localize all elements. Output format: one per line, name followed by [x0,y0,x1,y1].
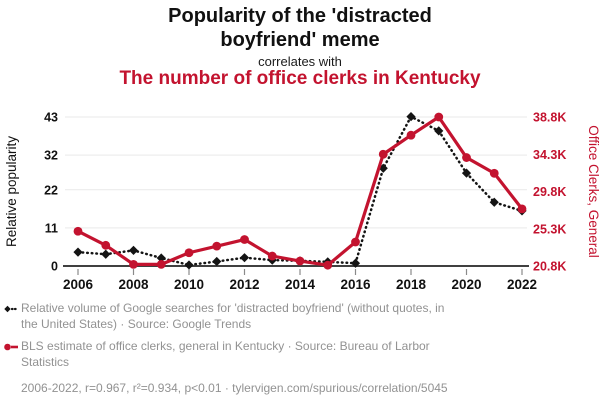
x-tick-label: 2010 [174,277,204,292]
gridlines [65,116,527,229]
office-clerks-point [212,241,222,251]
right-tick-label: 20.8K [533,260,566,274]
office-clerks-point [323,260,333,270]
office-clerks-point [351,237,360,247]
google-trends-point [489,197,499,207]
office-clerks-point [378,149,388,159]
office-clerks-point [406,130,416,140]
x-tick-label: 2018 [396,277,427,292]
chart-subtitle: The number of office clerks in Kentucky [119,68,481,89]
x-tick-label: 2020 [451,277,481,292]
office-clerks-point [156,259,166,269]
google-trends-point [73,247,83,257]
legend-item-bls-label: BLS estimate of office clerks, general i… [21,339,430,369]
office-clerks-line [77,115,524,267]
red-circle-solid-legend-icon [4,343,18,351]
google-trends-point [184,260,194,270]
left-tick-label: 32 [44,149,58,163]
series-google-trends [73,112,527,270]
office-clerks-point [101,240,111,250]
left-tick-label: 43 [44,111,58,125]
left-axis-title: Relative popularity [4,136,19,247]
x-axis: 2006 2008 2010 2012 2014 2016 2018 2020 2022 [63,265,537,292]
title-line-1: Popularity of the 'distracted [168,5,432,27]
legend: Relative volume of Google searches for '… [4,300,596,396]
google-trends-point [239,253,250,263]
office-clerks-point [240,235,249,244]
x-tick-label: 2012 [229,277,259,292]
google-trends-point [350,258,361,268]
office-clerks-point [462,153,471,162]
legend-item-bls: BLS estimate of office clerks, general i… [4,338,596,370]
legend-item-google-trends-label: Relative volume of Google searches for '… [21,301,445,331]
right-tick-label: 25.3K [533,222,566,236]
office-clerks-point [73,226,83,236]
x-tick-label: 2014 [285,277,316,292]
left-tick-label: 0 [51,260,58,274]
right-tick-label: 38.8K [533,111,566,125]
stats-footer: 2006-2022, r=0.967, r²=0.934, p<0.01 · t… [21,381,448,395]
title-line-2: boyfriend' meme [220,29,380,51]
left-axis: 0 11 22 32 43 Relative popularity [4,111,58,274]
black-diamond-dotted-legend-icon [4,305,18,313]
right-tick-label: 29.8K [533,185,566,199]
x-tick-label: 2008 [118,277,149,292]
correlation-line-chart: 2006 2008 2010 2012 2014 2016 2018 2020 2022 0 11 2… [4,111,600,293]
right-axis: 20.8K 25.3K 29.8K 34.3K 38.8K Office Clerks, … [533,111,600,274]
left-tick-label: 22 [44,183,58,197]
google-trends-point [101,249,111,259]
x-tick-label: 2006 [63,277,94,292]
office-clerks-point [267,251,277,261]
left-tick-label: 11 [45,221,58,235]
google-trends-point [434,126,444,136]
x-tick-label: 2016 [340,277,371,292]
office-clerks-point [517,204,527,214]
office-clerks-point [129,259,138,269]
google-trends-point [212,256,222,267]
chart-title: Popularity of the 'distracted boyfriend'… [0,4,600,52]
google-trends-point [406,112,416,122]
correlates-with-text: correlates with [258,54,342,69]
google-trends-point [128,245,139,256]
office-clerks-point [489,168,499,178]
google-trends-point [461,168,472,178]
office-clerks-point [434,112,444,122]
office-clerks-point [295,256,305,266]
right-tick-label: 34.3K [533,148,566,162]
x-tick-label: 2022 [507,277,537,292]
office-clerks-point [184,248,194,258]
right-axis-title: Office Clerks, General [586,125,600,258]
legend-item-google-trends: Relative volume of Google searches for '… [4,300,596,332]
google-trends-point [156,253,166,263]
series-office-clerks [73,112,527,270]
